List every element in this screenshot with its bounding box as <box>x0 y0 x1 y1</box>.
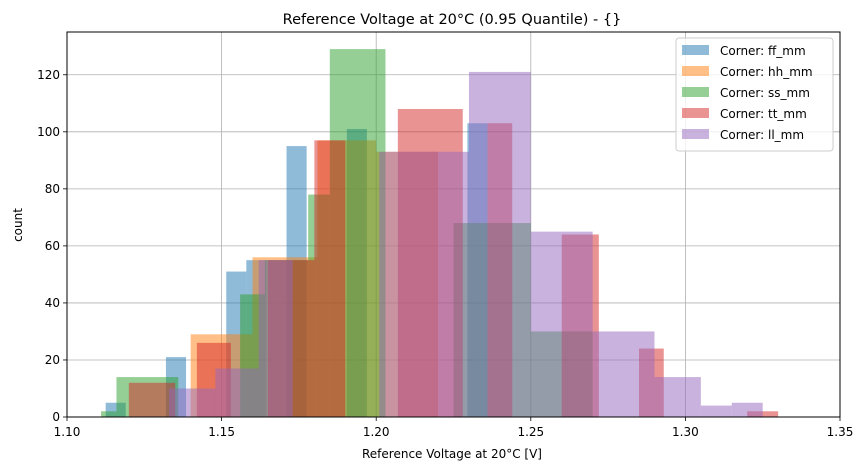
bar-series-3-bin-0 <box>128 382 176 417</box>
y-tick-label-4: 80 <box>45 182 60 196</box>
bar-series-4-bin-6 <box>530 231 593 417</box>
x-axis-ticks: 1.10 1.15 1.20 1.25 1.30 1.35 <box>54 417 854 439</box>
legend-swatch-4 <box>682 129 709 139</box>
bar-series-4-bin-0 <box>169 388 216 417</box>
legend-box <box>675 37 834 152</box>
bar-series-4-bin-2 <box>258 260 293 417</box>
y-axis-label: count <box>11 208 25 242</box>
x-tick-label-2: 1.20 <box>363 425 390 439</box>
x-tick-label-4: 1.30 <box>672 425 699 439</box>
series-4-bars <box>169 71 763 417</box>
legend-label-4: Corner: ll_mm <box>720 128 804 142</box>
legend: Corner: ff_mm Corner: hh_mm Corner: ss_mm C… <box>675 37 834 152</box>
y-tick-label-0: 0 <box>52 410 60 424</box>
x-tick-label-1: 1.15 <box>208 425 235 439</box>
y-tick-label-3: 60 <box>45 239 60 253</box>
y-tick-label-1: 20 <box>45 353 60 367</box>
x-tick-label-0: 1.10 <box>54 425 81 439</box>
bar-series-4-bin-7 <box>592 331 655 417</box>
legend-label-3: Corner: tt_mm <box>720 107 807 121</box>
chart-title: Reference Voltage at 20°C (0.95 Quantile… <box>283 12 622 28</box>
bar-series-2-bin-0 <box>101 411 117 417</box>
bar-series-4-bin-1 <box>215 368 259 417</box>
legend-swatch-1 <box>682 66 709 76</box>
legend-label-0: Corner: ff_mm <box>720 44 806 58</box>
bar-series-4-bin-5 <box>468 71 531 417</box>
bars-group <box>101 49 779 418</box>
legend-label-2: Corner: ss_mm <box>720 86 810 100</box>
y-tick-label-6: 120 <box>37 68 60 82</box>
x-axis-label: Reference Voltage at 20°C [V] <box>362 447 542 461</box>
bar-series-3-bin-5 <box>314 140 346 418</box>
x-tick-label-5: 1.35 <box>827 425 854 439</box>
y-tick-label-2: 40 <box>45 296 60 310</box>
bar-series-4-bin-10 <box>731 402 763 417</box>
legend-swatch-2 <box>682 87 709 97</box>
x-tick-label-3: 1.25 <box>517 425 544 439</box>
plot-frame <box>66 31 841 418</box>
y-tick-label-5: 100 <box>37 125 60 139</box>
bar-series-4-bin-9 <box>700 405 732 417</box>
y-axis-ticks: 0 20 40 60 80 100 120 <box>37 68 67 424</box>
legend-swatch-3 <box>682 108 709 118</box>
bar-series-4-bin-4 <box>379 151 469 417</box>
bar-series-4-bin-8 <box>654 377 701 417</box>
legend-label-1: Corner: hh_mm <box>720 65 813 79</box>
legend-swatch-0 <box>682 45 709 55</box>
